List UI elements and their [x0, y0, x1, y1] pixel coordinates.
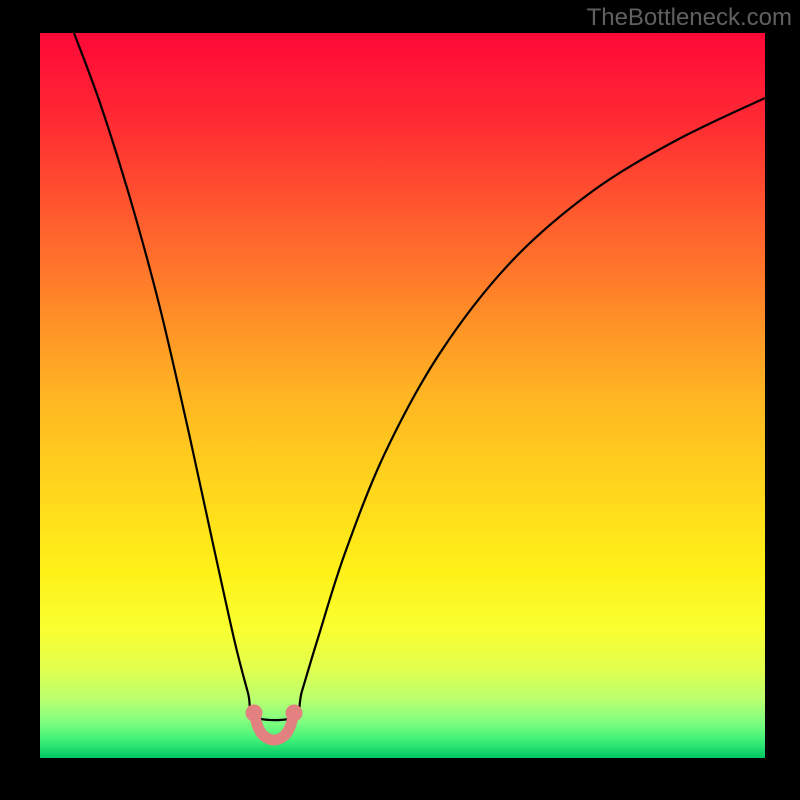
trough-marker-dot-right	[286, 705, 303, 722]
trough-marker-dot-left	[246, 705, 263, 722]
plot-area	[40, 33, 765, 758]
plot-svg	[40, 33, 765, 758]
watermark-text: TheBottleneck.com	[587, 4, 792, 32]
plot-background	[40, 33, 765, 758]
